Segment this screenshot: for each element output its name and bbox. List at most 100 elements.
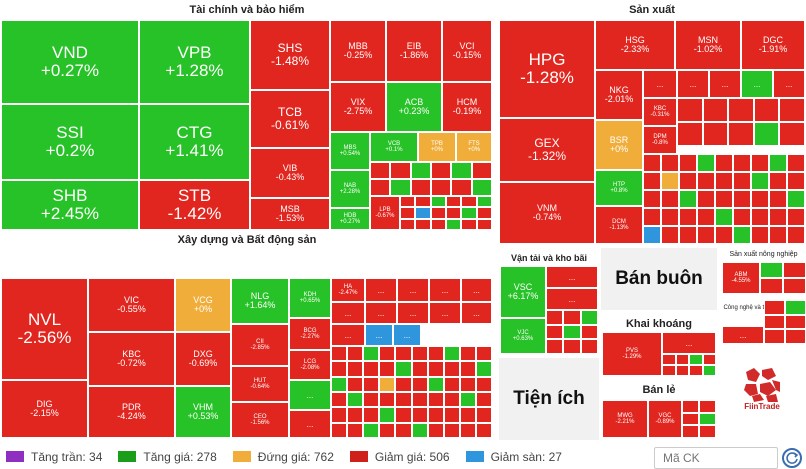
tile-more-tech-1[interactable]: ... — [722, 326, 764, 344]
small-tile[interactable] — [411, 422, 428, 438]
small-tile[interactable] — [459, 361, 476, 377]
small-tile[interactable] — [395, 407, 412, 423]
small-tile[interactable] — [787, 190, 805, 208]
tile-VIX[interactable]: VIX -2.75% — [330, 82, 386, 132]
tile-more-mfg-3[interactable]: ... — [741, 70, 773, 98]
small-tile[interactable] — [677, 122, 703, 146]
small-tile[interactable] — [563, 324, 581, 340]
small-tile[interactable] — [411, 361, 428, 377]
small-tile[interactable] — [769, 226, 787, 244]
small-tile[interactable] — [331, 376, 348, 392]
small-tile[interactable] — [347, 361, 364, 377]
sector-utilities[interactable]: Tiện ích — [499, 358, 599, 440]
small-tile[interactable] — [475, 376, 492, 392]
small-tile[interactable] — [715, 172, 733, 190]
small-tile[interactable] — [661, 190, 679, 208]
small-tile[interactable] — [783, 278, 806, 294]
small-tile[interactable] — [764, 300, 785, 315]
small-tile[interactable] — [331, 361, 348, 377]
small-tile[interactable] — [751, 172, 769, 190]
tile-LPB[interactable]: LPB -0.67% — [370, 196, 400, 230]
tile-more-cons-13[interactable]: ... — [365, 324, 393, 346]
search-button[interactable] — [782, 448, 802, 468]
small-tile[interactable] — [331, 346, 348, 362]
small-tile[interactable] — [379, 376, 396, 392]
small-tile[interactable] — [379, 407, 396, 423]
small-tile[interactable] — [331, 407, 348, 423]
small-tile[interactable] — [475, 422, 492, 438]
tile-BSR[interactable]: BSR +0% — [595, 120, 643, 170]
small-tile[interactable] — [697, 190, 715, 208]
small-tile[interactable] — [459, 346, 476, 362]
small-tile[interactable] — [430, 218, 446, 230]
small-tile[interactable] — [677, 98, 703, 122]
small-tile[interactable] — [702, 98, 729, 122]
small-tile[interactable] — [764, 314, 785, 330]
small-tile[interactable] — [662, 354, 676, 365]
small-tile[interactable] — [411, 407, 428, 423]
small-tile[interactable] — [563, 310, 581, 325]
small-tile[interactable] — [459, 422, 476, 438]
small-tile[interactable] — [476, 207, 492, 219]
small-tile[interactable] — [769, 172, 787, 190]
small-tile[interactable] — [347, 407, 364, 423]
legend-up[interactable]: Tăng giá: 278 — [118, 450, 217, 464]
small-tile[interactable] — [390, 179, 411, 196]
sector-wholesale[interactable]: Bán buôn — [601, 248, 717, 310]
small-tile[interactable] — [427, 407, 444, 423]
small-tile[interactable] — [363, 346, 380, 362]
small-tile[interactable] — [370, 179, 391, 196]
small-tile[interactable] — [459, 376, 476, 392]
small-tile[interactable] — [661, 226, 679, 244]
tile-HA[interactable]: HA -2.47% — [331, 278, 365, 302]
small-tile[interactable] — [445, 196, 462, 208]
small-tile[interactable] — [769, 190, 787, 208]
small-tile[interactable] — [430, 196, 446, 208]
small-tile[interactable] — [760, 262, 783, 278]
small-tile[interactable] — [476, 218, 492, 230]
small-tile[interactable] — [661, 154, 679, 172]
tile-HDB[interactable]: HDB +0.27% — [330, 208, 370, 230]
tile-PVS[interactable]: PVS -1.29% — [602, 332, 662, 376]
small-tile[interactable] — [363, 391, 380, 408]
small-tile[interactable] — [390, 162, 411, 179]
small-tile[interactable] — [379, 361, 396, 377]
tile-VCI[interactable]: VCI -0.15% — [442, 20, 492, 82]
tile-more-cons-2[interactable]: ... — [289, 410, 331, 438]
tile-more-mfg-4[interactable]: ... — [773, 70, 805, 98]
small-tile[interactable] — [679, 154, 697, 172]
small-tile[interactable] — [443, 422, 460, 438]
tile-HSG[interactable]: HSG -2.33% — [595, 20, 675, 70]
small-tile[interactable] — [370, 162, 391, 179]
small-tile[interactable] — [728, 122, 754, 146]
small-tile[interactable] — [347, 391, 364, 408]
tile-STB[interactable]: STB -1.42% — [139, 180, 250, 230]
small-tile[interactable] — [415, 207, 431, 219]
small-tile[interactable] — [331, 422, 348, 438]
small-tile[interactable] — [461, 207, 477, 219]
tile-VCG[interactable]: VCG +0% — [175, 278, 231, 332]
small-tile[interactable] — [751, 154, 769, 172]
small-tile[interactable] — [347, 422, 364, 438]
small-tile[interactable] — [689, 365, 703, 376]
small-tile[interactable] — [787, 154, 805, 172]
tile-more-cons-3[interactable]: ... — [365, 278, 397, 302]
small-tile[interactable] — [702, 365, 716, 376]
tile-NVL[interactable]: NVL -2.56% — [1, 278, 88, 380]
tile-ABM[interactable]: ABM -4.55% — [722, 262, 760, 294]
small-tile[interactable] — [400, 207, 416, 219]
tile-TPB[interactable]: TPB +0% — [418, 132, 456, 162]
small-tile[interactable] — [410, 179, 431, 196]
tile-more-cons-6[interactable]: ... — [461, 278, 492, 302]
small-tile[interactable] — [661, 208, 679, 226]
tile-DGC[interactable]: DGC -1.91% — [741, 20, 805, 70]
small-tile[interactable] — [461, 218, 477, 230]
tile-HUT[interactable]: HUT -0.64% — [231, 366, 289, 402]
tile-more-cons-5[interactable]: ... — [429, 278, 461, 302]
small-tile[interactable] — [779, 98, 805, 122]
small-tile[interactable] — [699, 412, 716, 426]
tile-NLG[interactable]: NLG +1.64% — [231, 278, 289, 324]
small-tile[interactable] — [443, 407, 460, 423]
small-tile[interactable] — [753, 98, 780, 122]
legend-floor[interactable]: Giảm sàn: 27 — [465, 450, 562, 464]
